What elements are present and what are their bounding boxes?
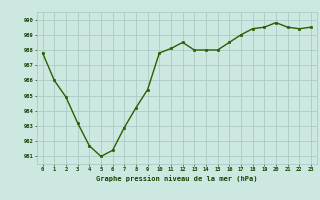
X-axis label: Graphe pression niveau de la mer (hPa): Graphe pression niveau de la mer (hPa): [96, 175, 258, 182]
